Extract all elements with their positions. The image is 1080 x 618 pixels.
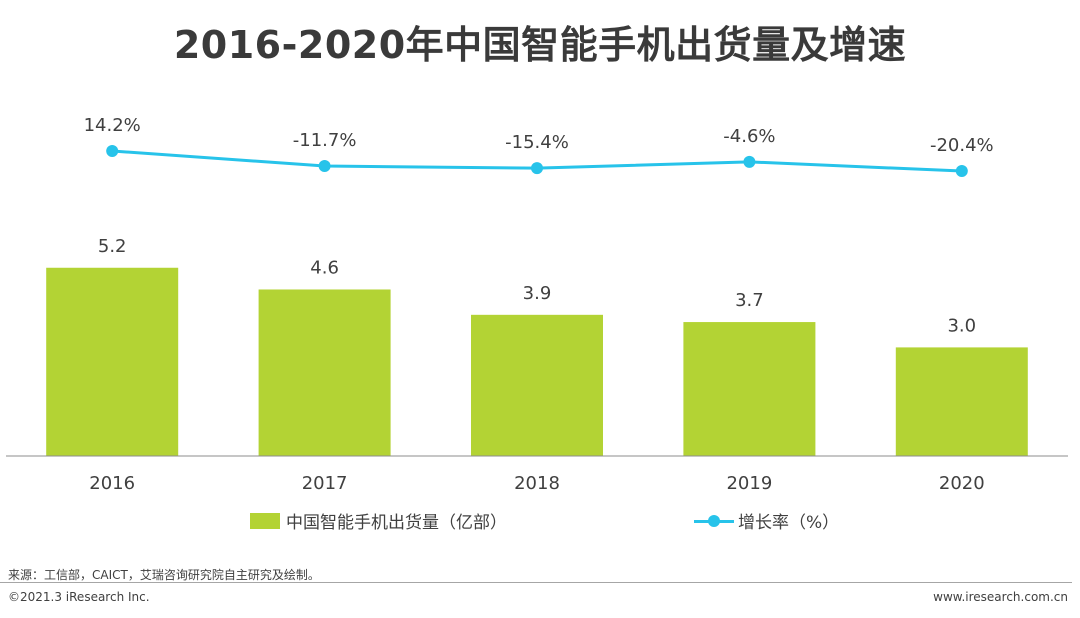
growth-value-label: -15.4% [505,132,569,153]
growth-value-label: -4.6% [723,126,775,147]
legend-label-shipments: 中国智能手机出货量（亿部） [286,513,507,533]
growth-value-label: -11.7% [293,130,357,151]
legend-bar-swatch [250,512,280,529]
source-note: 来源：工信部，CAICT，艾瑞咨询研究院自主研究及绘制。 [8,568,320,582]
x-tick-label: 2019 [726,473,772,494]
bar-value-label: 3.7 [735,290,764,311]
legend-label-growth: 增长率（%） [738,513,840,533]
bar-2016 [46,267,179,456]
bar-value-label: 3.9 [523,283,552,304]
bar-2017 [258,289,391,456]
bar-2018 [471,314,603,456]
growth-value-label: -20.4% [930,135,994,156]
chart-title: 2016-2020年中国智能手机出货量及增速 [173,23,907,67]
x-tick-label: 2018 [514,473,560,494]
bar-value-label: 5.2 [98,236,127,257]
growth-value-label: 14.2% [84,115,141,136]
footer-divider [0,582,1072,583]
legend-line-swatch [694,513,734,529]
copyright: ©2021.3 iResearch Inc. [8,590,150,604]
bar-2019 [683,322,816,456]
website-url: www.iresearch.com.cn [933,590,1068,604]
bar-value-label: 4.6 [310,257,339,278]
x-tick-label: 2020 [939,473,985,494]
growth-point [318,160,331,172]
growth-point [531,162,543,175]
growth-point [106,145,119,157]
x-tick-label: 2016 [89,473,135,494]
legend-item-shipments: 中国智能手机出货量（亿部） [250,508,507,533]
bar-2020 [895,347,1028,456]
bar-value-label: 3.0 [947,315,976,336]
x-tick-label: 2017 [302,473,348,494]
growth-point [955,165,968,178]
growth-point [743,155,756,168]
legend-item-growth: 增长率（%） [694,508,839,533]
